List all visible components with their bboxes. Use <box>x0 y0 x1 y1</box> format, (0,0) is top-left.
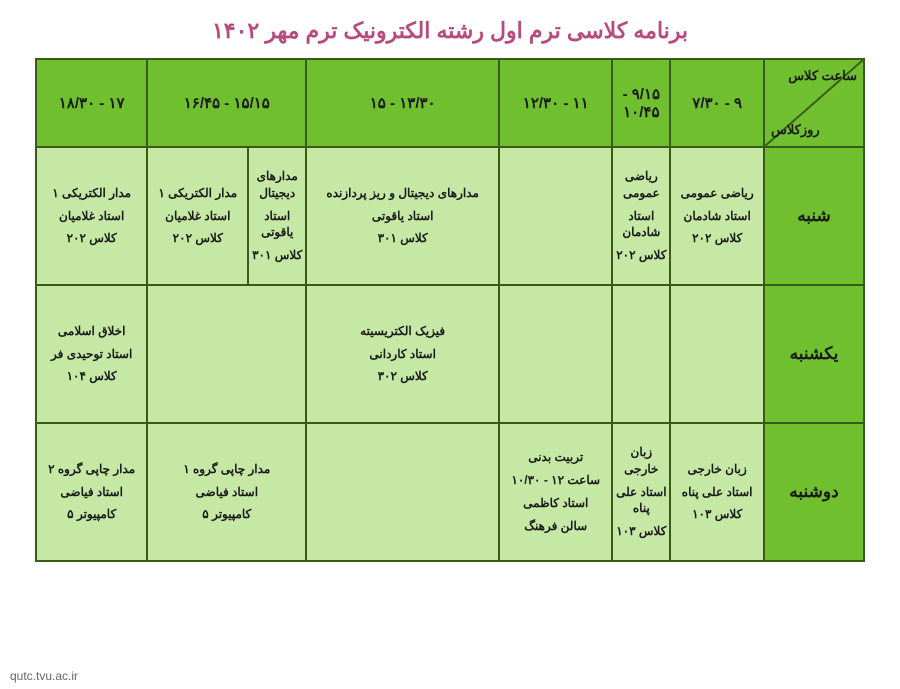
class-room: کلاس ۲۰۲ <box>613 247 669 264</box>
class-title: مدارهای دیجیتال <box>249 168 305 202</box>
class-room: کامپیوتر ۵ <box>148 506 305 523</box>
class-room: کلاس ۲۰۲ <box>37 230 146 247</box>
time-header: ۹/۱۵ - ۱۰/۴۵ <box>612 59 670 147</box>
corner-cell: ساعت کلاس روزکلاس <box>764 59 864 147</box>
watermark: qutc.tvu.ac.ir <box>10 669 78 683</box>
class-teacher: استاد کاظمی <box>500 495 611 512</box>
class-room: کامپیوتر ۵ <box>37 506 146 523</box>
class-title: مدارهای دیجیتال و ریز پردازنده <box>307 185 498 202</box>
class-cell: اخلاق اسلامی استاد توحیدی فر کلاس ۱۰۴ <box>36 285 147 423</box>
class-room: کلاس ۳۰۱ <box>249 247 305 264</box>
empty-cell <box>499 147 612 285</box>
class-title: مدار الکتریکی ۱ <box>148 185 247 202</box>
corner-top-label: ساعت کلاس <box>788 68 857 84</box>
class-teacher: استاد یاقوتی <box>307 208 498 225</box>
class-teacher: استاد غلامیان <box>148 208 247 225</box>
class-title: اخلاق اسلامی <box>37 323 146 340</box>
time-header: ۱۷ - ۱۸/۳۰ <box>36 59 147 147</box>
schedule-table: ساعت کلاس روزکلاس ۹ - ۷/۳۰ ۹/۱۵ - ۱۰/۴۵ … <box>35 58 865 562</box>
class-title: ریاضی عمومی <box>671 185 763 202</box>
class-teacher: استاد شادمان <box>671 208 763 225</box>
class-room: کلاس ۳۰۲ <box>307 368 498 385</box>
class-title: ریاضی عمومی <box>613 168 669 202</box>
class-teacher: استاد کاردانی <box>307 346 498 363</box>
class-room: سالن فرهنگ <box>500 518 611 535</box>
class-title: زبان خارجی <box>671 461 763 478</box>
day-label: یکشنبه <box>764 285 864 423</box>
class-teacher: استاد شادمان <box>613 208 669 242</box>
class-title: زبان خارجی <box>613 444 669 478</box>
time-header: ۹ - ۷/۳۰ <box>670 59 764 147</box>
class-room: کلاس ۲۰۲ <box>671 230 763 247</box>
class-room: کلاس ۱۰۳ <box>613 523 669 540</box>
time-header: ۱۳/۳۰ - ۱۵ <box>306 59 499 147</box>
class-room: کلاس ۲۰۲ <box>148 230 247 247</box>
class-cell: مدارهای دیجیتال و ریز پردازنده استاد یاق… <box>306 147 499 285</box>
class-cell: مدارهای دیجیتال استاد یاقوتی کلاس ۳۰۱ <box>248 147 306 285</box>
class-room: کلاس ۱۰۴ <box>37 368 146 385</box>
day-row-saturday: شنبه ریاضی عمومی استاد شادمان کلاس ۲۰۲ ر… <box>36 147 864 285</box>
corner-bottom-label: روزکلاس <box>771 122 820 138</box>
class-teacher: استاد یاقوتی <box>249 208 305 242</box>
class-teacher: استاد علی پناه <box>671 484 763 501</box>
class-teacher: استاد توحیدی فر <box>37 346 146 363</box>
class-title: مدار الکتریکی ۱ <box>37 185 146 202</box>
class-teacher: استاد فیاضی <box>37 484 146 501</box>
class-cell: مدار الکتریکی ۱ استاد غلامیان کلاس ۲۰۲ <box>147 147 248 285</box>
time-header: ۱۱ - ۱۲/۳۰ <box>499 59 612 147</box>
day-label: دوشنبه <box>764 423 864 561</box>
class-cell: زبان خارجی استاد علی پناه کلاس ۱۰۳ <box>670 423 764 561</box>
class-cell: ریاضی عمومی استاد شادمان کلاس ۲۰۲ <box>612 147 670 285</box>
page-title: برنامه کلاسی ترم اول رشته الکترونیک ترم … <box>0 0 900 58</box>
class-title: فیزیک الکتریسیته <box>307 323 498 340</box>
empty-cell <box>147 285 306 423</box>
class-teacher: استاد علی پناه <box>613 484 669 518</box>
day-row-sunday: یکشنبه فیزیک الکتریسیته استاد کاردانی کل… <box>36 285 864 423</box>
class-title: مدار چاپی گروه ۲ <box>37 461 146 478</box>
empty-cell <box>670 285 764 423</box>
class-teacher: استاد غلامیان <box>37 208 146 225</box>
class-cell: مدار الکتریکی ۱ استاد غلامیان کلاس ۲۰۲ <box>36 147 147 285</box>
class-cell: فیزیک الکتریسیته استاد کاردانی کلاس ۳۰۲ <box>306 285 499 423</box>
empty-cell <box>499 285 612 423</box>
class-title: تربیت بدنی <box>500 449 611 466</box>
class-cell: مدار چاپی گروه ۲ استاد فیاضی کامپیوتر ۵ <box>36 423 147 561</box>
class-room: کلاس ۱۰۳ <box>671 506 763 523</box>
class-teacher: استاد فیاضی <box>148 484 305 501</box>
empty-cell <box>612 285 670 423</box>
day-label: شنبه <box>764 147 864 285</box>
class-cell: زبان خارجی استاد علی پناه کلاس ۱۰۳ <box>612 423 670 561</box>
class-title: مدار چاپی گروه ۱ <box>148 461 305 478</box>
time-header: ۱۵/۱۵ - ۱۶/۴۵ <box>147 59 306 147</box>
class-time: ساعت ۱۲ - ۱۰/۳۰ <box>500 472 611 489</box>
header-row: ساعت کلاس روزکلاس ۹ - ۷/۳۰ ۹/۱۵ - ۱۰/۴۵ … <box>36 59 864 147</box>
day-row-monday: دوشنبه زبان خارجی استاد علی پناه کلاس ۱۰… <box>36 423 864 561</box>
class-room: کلاس ۳۰۱ <box>307 230 498 247</box>
class-cell: تربیت بدنی ساعت ۱۲ - ۱۰/۳۰ استاد کاظمی س… <box>499 423 612 561</box>
class-cell: مدار چاپی گروه ۱ استاد فیاضی کامپیوتر ۵ <box>147 423 306 561</box>
class-cell: ریاضی عمومی استاد شادمان کلاس ۲۰۲ <box>670 147 764 285</box>
empty-cell <box>306 423 499 561</box>
